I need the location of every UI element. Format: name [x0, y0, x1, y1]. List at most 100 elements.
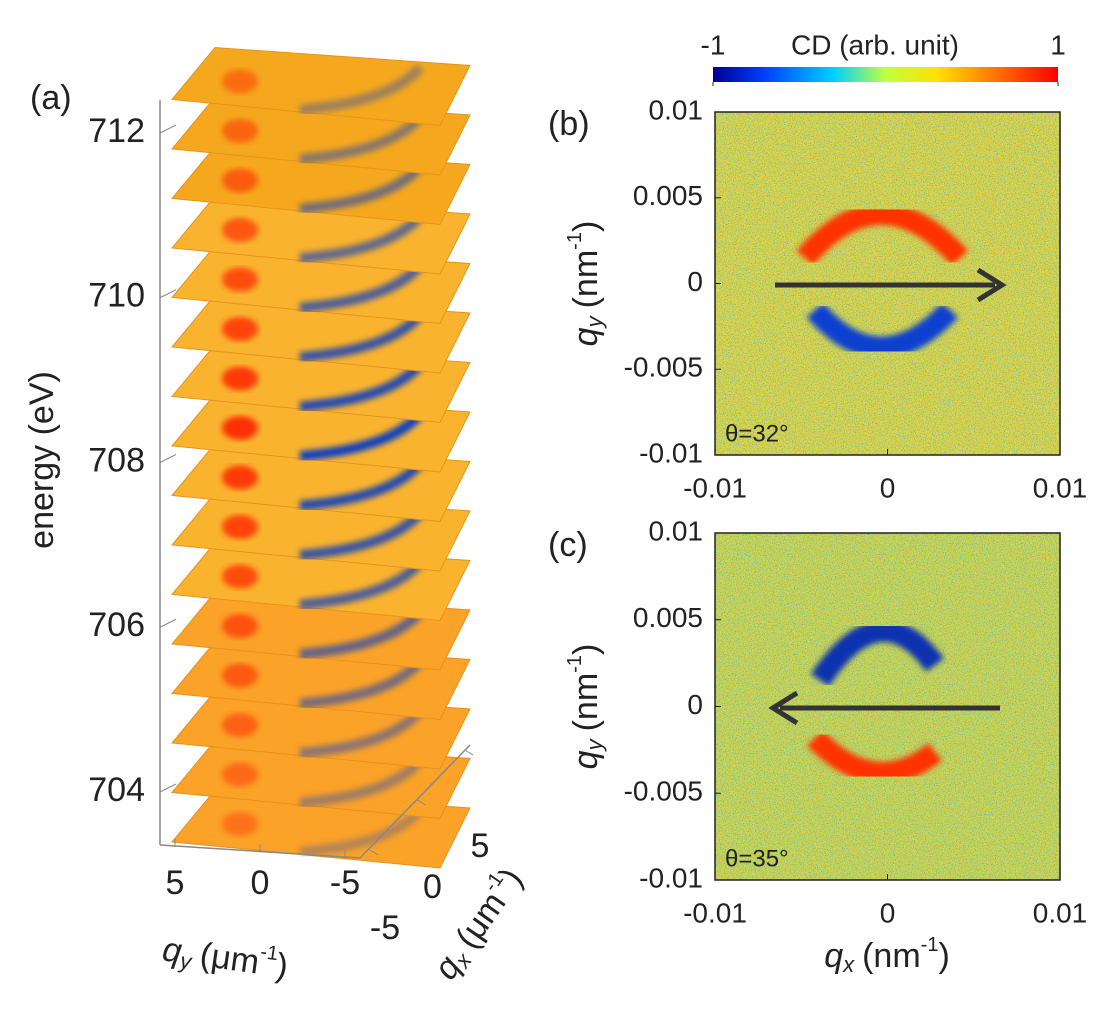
z-tick-label: 706 [88, 606, 145, 644]
slice-red [222, 119, 258, 143]
slice-blue [299, 410, 424, 461]
heatmap-c [715, 533, 1060, 880]
label-part: x [842, 952, 855, 977]
slice-blue [299, 707, 424, 758]
qx-tick [464, 749, 474, 756]
x-tick-label: -0.01 [683, 897, 747, 928]
colorbar [713, 67, 1058, 82]
slice-face [171, 46, 471, 127]
slice-blue [299, 361, 424, 412]
y-tick-label: -0.01 [639, 437, 703, 468]
z-tick [159, 124, 177, 134]
label-part: (μm [198, 936, 262, 982]
y-tick-label: 0 [687, 689, 703, 720]
colorbar-tick-label: 1 [1050, 29, 1066, 60]
slice-blue [299, 64, 424, 115]
z-tick-label: 708 [88, 441, 145, 479]
label-part: ) [567, 221, 605, 232]
slice-stack [171, 46, 471, 869]
x-tick-label: 0.01 [1033, 472, 1088, 503]
label-part: (nm [567, 250, 605, 309]
slice-blue [299, 559, 424, 610]
slice-blue [299, 262, 424, 313]
slice-blue [299, 658, 424, 709]
heatmap-b [715, 112, 1060, 455]
slice-red [222, 812, 258, 836]
qy-tick-label: -5 [330, 864, 360, 902]
slice-red [222, 564, 258, 589]
qx-tick-label: -5 [370, 909, 400, 947]
qx-tick-label: 5 [471, 827, 490, 865]
axis-label: qy (μm-1) [160, 928, 291, 988]
y-tick-label: 0.01 [649, 515, 704, 546]
slice-red [222, 317, 258, 341]
x-tick-label: 0.01 [1033, 897, 1088, 928]
z-tick [159, 618, 177, 628]
label-part: (nm [862, 937, 921, 975]
qy-tick-label: 5 [166, 864, 185, 902]
axis-label: qx (nm-1) [824, 934, 950, 977]
label-part: ) [274, 946, 291, 985]
y-tick-label: 0 [687, 266, 703, 297]
label-part: y [582, 737, 607, 752]
slice [171, 46, 471, 127]
slice-blue [299, 509, 424, 560]
y-tick-label: 0.01 [649, 94, 704, 125]
slice-blue [299, 608, 424, 659]
slice-red [222, 614, 258, 638]
z-tick-label: 704 [88, 771, 145, 809]
x-axis [359, 744, 471, 859]
annotation: θ=35° [725, 845, 789, 872]
slice-red [222, 366, 258, 391]
slice-blue [299, 806, 424, 857]
z-axis-label: energy (eV) [23, 371, 61, 549]
z-tick-label: 712 [88, 112, 145, 150]
label-part: (nm [567, 673, 605, 732]
slice-blue [299, 212, 424, 263]
x-tick-label: 0 [880, 897, 896, 928]
slice-blue [299, 311, 424, 362]
slice-red [222, 218, 258, 242]
slice-red [222, 465, 258, 490]
x-tick-label: -0.01 [683, 472, 747, 503]
slice-red [222, 515, 258, 539]
label-part: y [177, 947, 195, 974]
label-part: q [567, 327, 605, 346]
slice-red [222, 69, 258, 94]
slice-blue [299, 163, 424, 214]
label-part: -1 [921, 934, 939, 956]
z-tick [159, 454, 177, 463]
label-part: ) [567, 644, 605, 655]
qx-tick [369, 849, 379, 856]
annotation: θ=32° [725, 420, 789, 447]
label-part: ) [938, 937, 949, 975]
z-tick [159, 783, 177, 793]
slice-noise [172, 47, 470, 126]
y-tick-label: -0.005 [624, 776, 703, 807]
label-part: y [582, 314, 607, 329]
slice-blue [299, 113, 424, 164]
qx-tick [417, 799, 426, 806]
panel-label: (a) [30, 79, 72, 117]
slice-red [222, 663, 258, 688]
axis-label: qy (nm-1) [564, 221, 607, 347]
slice-red [222, 416, 258, 440]
slice-red [222, 267, 258, 292]
colorbar-label: CD (arb. unit) [791, 29, 959, 60]
z-tick [159, 289, 177, 299]
colorbar-tick-label: -1 [701, 29, 726, 60]
z-tick-label: 710 [88, 277, 145, 315]
slice-red [222, 168, 258, 193]
qx-tick-label: 0 [423, 868, 442, 906]
label-part: q [567, 750, 605, 769]
slice-red [222, 762, 258, 787]
label-part: (μm [448, 885, 513, 955]
slice-red [222, 713, 258, 737]
label-part: -1 [564, 655, 586, 673]
panel-label: (b) [548, 105, 590, 143]
panel-label: (c) [548, 526, 588, 564]
slice-blue [299, 757, 424, 808]
axis-label: qy (nm-1) [564, 644, 607, 770]
label-part: q [824, 937, 843, 975]
